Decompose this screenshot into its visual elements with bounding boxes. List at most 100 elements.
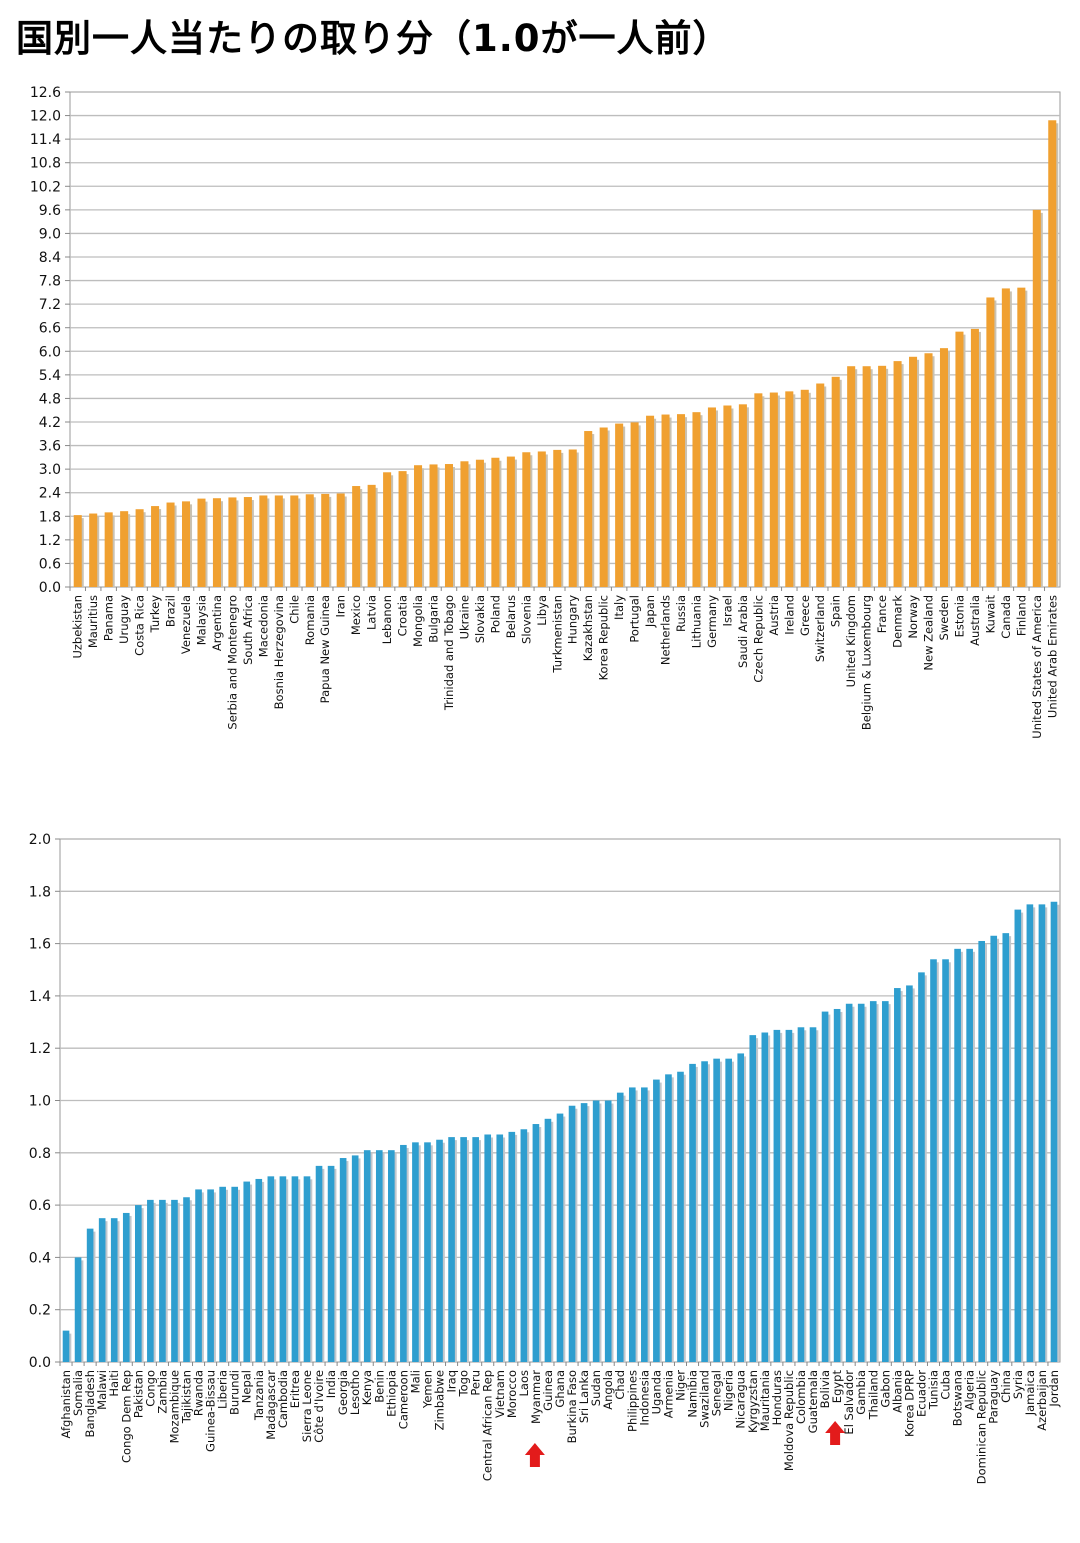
x-category-label: Malaysia: [194, 595, 208, 645]
bar-guinea-bissau: [207, 1189, 214, 1362]
y-tick-label: 0.6: [29, 1198, 51, 1214]
x-category-label: Dominican Republic: [975, 1370, 989, 1484]
bar-myanmar: [532, 1124, 540, 1362]
bar-pakistan: [135, 1205, 142, 1362]
x-category-label: Georgia: [336, 1370, 350, 1415]
bar-poland: [491, 457, 500, 587]
bar-honduras: [773, 1029, 781, 1362]
x-category-label: Chad: [613, 1370, 627, 1400]
bar-italy: [615, 423, 624, 587]
bar-paraguay: [990, 935, 998, 1362]
bar-south-africa: [243, 497, 252, 587]
bar-azerbaijan: [1038, 904, 1046, 1362]
x-category-label: Austria: [767, 595, 781, 636]
x-category-label: Côte d'Ivoire: [312, 1370, 326, 1443]
x-category-label: Cameroon: [396, 1370, 410, 1429]
bar-moldova-republic: [785, 1029, 793, 1362]
bar-zimbabwe: [436, 1139, 443, 1362]
bar-nepal: [243, 1181, 251, 1362]
bar-bolivia: [821, 1011, 829, 1362]
x-category-label: Chile: [287, 595, 301, 624]
x-category-label: Kuwait: [983, 595, 997, 634]
bar-indonesia: [641, 1087, 648, 1362]
bar-eritrea: [291, 1176, 299, 1362]
x-category-label: Ghana: [553, 1370, 567, 1408]
bar-lesotho: [351, 1155, 359, 1362]
bar-thailand: [869, 1001, 877, 1362]
bar-austria: [769, 392, 778, 587]
x-category-label: Mali: [408, 1370, 422, 1393]
y-tick-label: 1.4: [29, 989, 51, 1005]
y-tick-label: 1.0: [29, 1094, 51, 1110]
x-category-label: Peru: [469, 1370, 483, 1396]
bar-sudan: [592, 1100, 600, 1362]
bar-korea-republic: [599, 427, 608, 587]
x-category-label: Eritrea: [288, 1370, 302, 1408]
x-category-label: Indonesia: [637, 1370, 651, 1426]
x-category-label: Slovakia: [473, 595, 487, 643]
bar-syria: [1014, 909, 1022, 1362]
x-category-label: Italy: [612, 595, 626, 620]
bar-macedonia: [259, 495, 268, 587]
bar-brazil: [166, 502, 175, 587]
x-category-label: Haiti: [107, 1370, 121, 1397]
bar-trinidad-and-tobago: [444, 464, 454, 587]
bar-ecuador: [918, 972, 925, 1362]
bar-botswana: [954, 948, 961, 1362]
x-category-label: United States of America: [1030, 595, 1044, 739]
x-category-label: Uzbekistan: [71, 595, 85, 659]
x-category-label: Lithuania: [689, 595, 703, 648]
x-category-label: Bosnia Herzegovina: [272, 595, 286, 709]
x-category-label: Germany: [705, 595, 719, 648]
y-tick-label: 0.2: [29, 1303, 51, 1319]
x-category-label: Malawi: [95, 1370, 109, 1410]
y-tick-label: 1.8: [29, 884, 51, 900]
bar-ghana: [556, 1113, 564, 1362]
x-category-label: Kyrgyzstan: [746, 1370, 760, 1433]
bar-angola: [604, 1100, 612, 1362]
bar-mexico: [352, 486, 361, 587]
bar-venezuela: [181, 501, 191, 587]
x-category-label: Senegal: [710, 1370, 724, 1416]
bar-papua-new-guinea: [321, 493, 330, 587]
bar-cameroon: [400, 1144, 407, 1362]
x-category-label: Portugal: [628, 595, 642, 643]
bar-portugal: [630, 422, 639, 587]
x-category-label: Bulgaria: [427, 595, 441, 643]
x-category-label: Kenya: [360, 1370, 374, 1405]
x-category-label: Burundi: [228, 1370, 242, 1415]
x-category-label: Jamaica: [1023, 1370, 1037, 1416]
x-category-label: Zimbabwe: [433, 1370, 447, 1430]
bar-france: [878, 365, 887, 587]
x-category-label: Gambia: [854, 1370, 868, 1415]
x-category-label: Guatemala: [806, 1370, 820, 1433]
bar-ireland: [785, 391, 794, 587]
x-category-label: Laos: [517, 1370, 531, 1396]
bar-malawi: [98, 1218, 106, 1362]
bar-panama: [104, 512, 113, 587]
y-tick-label: 3.0: [39, 462, 61, 478]
bar-ukraine: [460, 461, 469, 587]
x-category-label: Poland: [488, 595, 502, 633]
bar-senegal: [713, 1058, 720, 1362]
bar-russia: [676, 414, 686, 587]
x-category-label: Denmark: [891, 595, 905, 648]
bar-kazakhstan: [584, 431, 593, 587]
x-category-label: China: [999, 1370, 1013, 1403]
x-category-label: Uganda: [649, 1370, 663, 1414]
x-category-label: Serbia and Montenegro: [225, 595, 239, 730]
x-category-label: Switzerland: [813, 595, 827, 662]
x-category-label: Burkina Faso: [565, 1370, 579, 1443]
x-category-label: Ethiopia: [384, 1370, 398, 1417]
x-category-label: France: [875, 595, 889, 633]
x-category-label: Honduras: [770, 1370, 784, 1425]
bar-rwanda: [195, 1189, 202, 1362]
bar-cambodia: [279, 1176, 287, 1362]
x-category-label: Korea DPRP: [902, 1370, 916, 1437]
x-category-label: Ecuador: [914, 1370, 928, 1417]
bar-laos: [520, 1129, 528, 1362]
bar-china: [1002, 933, 1010, 1362]
x-category-label: Croatia: [396, 595, 410, 636]
bar-turkmenistan: [553, 449, 562, 587]
bar-el-salvador: [845, 1003, 853, 1362]
